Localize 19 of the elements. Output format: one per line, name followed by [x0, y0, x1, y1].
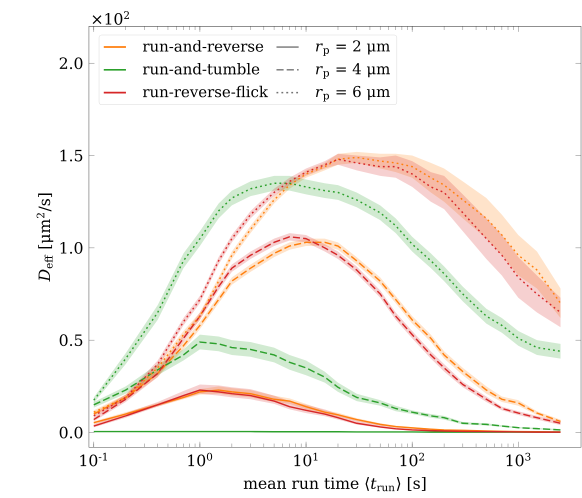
- x-tick-label: 10$^{-1}$: [80, 452, 107, 466]
- x-tick-label: 10$^{2}$: [400, 452, 424, 466]
- legend-label: run-and-reverse: [142, 40, 264, 52]
- text: ×10$^{2}$: [92, 11, 129, 25]
- y-tick-label: 2.0: [60, 57, 82, 70]
- annotation: r$_{p}$ = 6 μm: [316, 86, 390, 102]
- legend-label: run-and-tumble: [142, 63, 260, 75]
- x-axis-title: mean run time ⟨t$_{run}$⟩ [s]: [244, 477, 426, 492]
- annotation: r$_{p}$ = 2 μm: [316, 40, 390, 56]
- x-tick-label: 10$^{0}$: [188, 452, 212, 466]
- annotation: r$_{p}$ = 4 μm: [316, 63, 390, 79]
- y-tick-label: 0.0: [60, 426, 82, 438]
- y-axis-title: D$_{eff}$ [μm$^{2}$/s]: [36, 194, 54, 282]
- x-tick-label: 10$^{3}$: [506, 452, 530, 466]
- legend-label: run-reverse-flick: [142, 86, 268, 98]
- x-tick-label: 10$^{1}$: [294, 452, 318, 466]
- y-tick-label: 1.0: [60, 242, 82, 254]
- y-tick-label: 1.5: [60, 150, 82, 162]
- y-tick-label: 0.5: [60, 334, 82, 346]
